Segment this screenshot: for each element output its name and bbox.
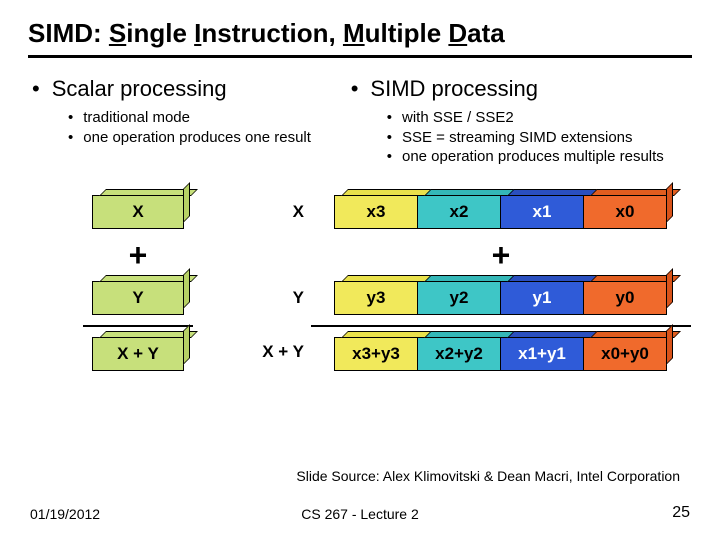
vec-r-3: x3+y3 — [334, 337, 418, 371]
vec-r-2: x2+y2 — [417, 337, 501, 371]
vec-x-2: x2 — [417, 195, 501, 229]
scalar-plus: + — [129, 237, 148, 273]
scalar-rule — [83, 325, 193, 327]
title-ata: ata — [467, 18, 505, 48]
title-ingle: ingle — [126, 18, 194, 48]
simd-sub-1: with SSE / SSE2 — [387, 108, 692, 128]
scalar-y-label: Y — [132, 288, 143, 308]
slide-title: SIMD: Single Instruction, Multiple Data — [28, 18, 692, 49]
vec-y-2: y2 — [417, 281, 501, 315]
scalar-heading: • Scalar processing — [28, 76, 347, 102]
vec-r-1: x1+y1 — [500, 337, 584, 371]
scalar-sub-1: traditional mode — [68, 108, 347, 128]
scalar-y-box: Y — [92, 281, 184, 315]
vec-result: x3+y3 x2+y2 x1+y1 x0+y0 — [335, 337, 667, 371]
scalar-x-label: X — [132, 202, 143, 222]
bullet-dot: • — [351, 76, 359, 102]
slide: SIMD: Single Instruction, Multiple Data … — [0, 0, 720, 540]
vec-r-0: x0+y0 — [583, 337, 667, 371]
vector-column: x3 x2 x1 x0 + y3 y2 y1 y0 x3+y3 x — [310, 193, 692, 373]
diagram: X + Y X + Y X + — [28, 193, 692, 373]
vec-y-label: Y — [248, 279, 304, 317]
scalar-column: X + Y X + Y — [28, 193, 248, 373]
col-scalar: • Scalar processing traditional mode one… — [28, 76, 347, 167]
footer-page-number: 25 — [672, 504, 690, 522]
box-side — [183, 268, 190, 309]
vec-x-label: X — [248, 193, 304, 231]
simd-sublist: with SSE / SSE2 SSE = streaming SIMD ext… — [387, 108, 692, 167]
footer-center: CS 267 - Lecture 2 — [0, 506, 720, 522]
title-d: D — [448, 18, 467, 48]
title-rule — [28, 55, 692, 58]
simd-sub-3: one operation produces multiple results — [387, 147, 692, 167]
vec-plus: + — [492, 237, 511, 273]
title-m: M — [343, 18, 365, 48]
scalar-sub-2: one operation produces one result — [68, 128, 347, 148]
slide-credit: Slide Source: Alex Klimovitski & Dean Ma… — [296, 468, 680, 484]
vec-y-0: y0 — [583, 281, 667, 315]
vec-y: y3 y2 y1 y0 — [335, 281, 667, 315]
vec-xy-label: X + Y — [248, 333, 304, 371]
col-simd: • SIMD processing with SSE / SSE2 SSE = … — [347, 76, 692, 167]
scalar-xy-label: X + Y — [117, 344, 159, 364]
box-side — [183, 324, 190, 365]
scalar-sublist: traditional mode one operation produces … — [68, 108, 347, 147]
simd-heading: • SIMD processing — [347, 76, 692, 102]
box-side — [183, 182, 190, 223]
vector-labels: X + Y X + Y — [248, 193, 310, 373]
scalar-x-box: X — [92, 195, 184, 229]
vec-x-1: x1 — [500, 195, 584, 229]
columns: • Scalar processing traditional mode one… — [28, 76, 692, 167]
scalar-xy-box: X + Y — [92, 337, 184, 371]
scalar-x-row: X — [92, 193, 184, 231]
scalar-heading-text: Scalar processing — [52, 76, 227, 102]
vec-result-row: x3+y3 x2+y2 x1+y1 x0+y0 — [335, 335, 667, 373]
title-s: S — [109, 18, 126, 48]
scalar-y-row: Y — [92, 279, 184, 317]
vec-x-3: x3 — [334, 195, 418, 229]
vec-y-3: y3 — [334, 281, 418, 315]
simd-heading-text: SIMD processing — [370, 76, 538, 102]
vec-x: x3 x2 x1 x0 — [335, 195, 667, 229]
vec-y-row: y3 y2 y1 y0 — [335, 279, 667, 317]
vec-y-1: y1 — [500, 281, 584, 315]
vec-x-0: x0 — [583, 195, 667, 229]
scalar-result-row: X + Y — [92, 335, 184, 373]
simd-sub-2: SSE = streaming SIMD extensions — [387, 128, 692, 148]
vec-x-row: x3 x2 x1 x0 — [335, 193, 667, 231]
vec-rule — [311, 325, 691, 327]
title-ultiple: ultiple — [365, 18, 449, 48]
title-prefix: SIMD: — [28, 18, 109, 48]
bullet-dot: • — [32, 76, 40, 102]
title-nstruction: nstruction, — [201, 18, 343, 48]
